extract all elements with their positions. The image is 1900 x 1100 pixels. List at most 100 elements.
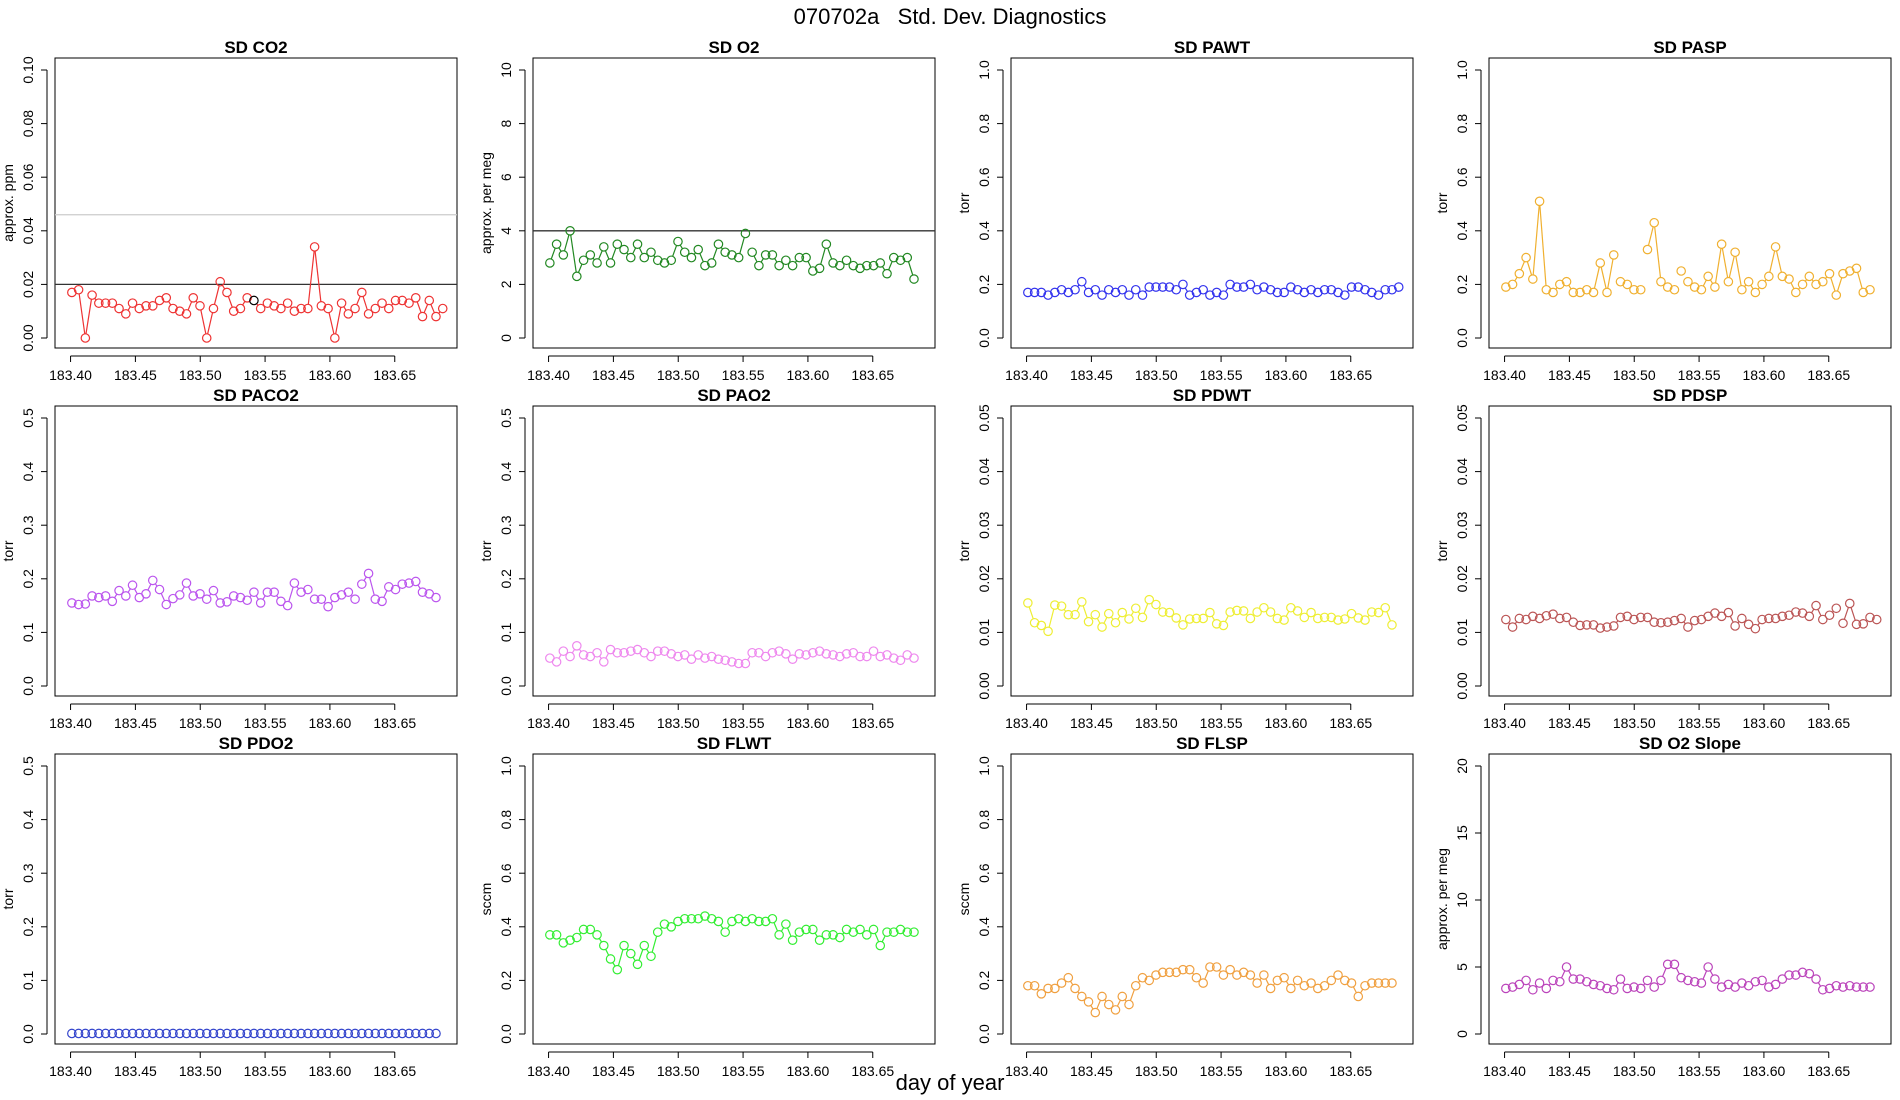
data-point xyxy=(1696,978,1707,988)
data-point xyxy=(127,1028,138,1039)
data-point xyxy=(121,591,131,601)
data-point xyxy=(1777,611,1788,622)
data-point xyxy=(107,596,118,607)
panel-sd-co2: SD CO2 approx. ppm 0.00 0.02 0.04 0.06 0.08 0.1… xyxy=(0,38,458,383)
data-point xyxy=(909,274,919,284)
x-tick-label: 183.60 xyxy=(1265,367,1308,383)
data-point xyxy=(902,252,913,263)
series-segment xyxy=(1265,978,1270,985)
data-point xyxy=(1184,290,1195,300)
series-segment xyxy=(242,301,246,306)
data-point xyxy=(888,252,899,263)
data-point xyxy=(87,290,97,300)
y-tick-label: 0.2 xyxy=(20,569,36,589)
data-point xyxy=(336,1028,347,1039)
data-point xyxy=(1844,980,1855,991)
series-segment xyxy=(1090,1005,1094,1010)
data-point xyxy=(909,927,919,937)
data-point xyxy=(1272,975,1283,986)
data-point xyxy=(1608,250,1619,260)
y-tick-label: 0.03 xyxy=(1454,511,1470,538)
y-axis-label: torr xyxy=(0,888,16,909)
series-segment xyxy=(1735,256,1742,286)
data-point xyxy=(1723,276,1734,287)
x-tick-label: 183.40 xyxy=(49,1063,92,1079)
data-point xyxy=(1144,975,1155,986)
x-tick-label: 183.65 xyxy=(851,1063,894,1079)
data-point xyxy=(787,935,798,945)
data-point xyxy=(1622,279,1633,290)
data-point xyxy=(410,1028,421,1039)
data-point xyxy=(168,303,178,314)
data-point xyxy=(94,298,104,308)
series-segment xyxy=(227,296,233,308)
panel-title: SD FLWT xyxy=(697,734,772,753)
panel-sd-pdsp: SD PDSP torr 0.00 0.01 0.02 0.03 0.04 0.05 183.4… xyxy=(1434,386,1892,731)
data-point xyxy=(370,594,381,604)
data-point xyxy=(174,1028,185,1039)
data-point xyxy=(599,242,609,252)
y-tick-label: 0.4 xyxy=(976,221,992,241)
data-point xyxy=(1548,287,1558,298)
data-point xyxy=(424,1028,435,1039)
data-point xyxy=(1070,609,1080,620)
data-point xyxy=(1171,967,1182,978)
data-point xyxy=(895,924,906,935)
data-point xyxy=(868,646,879,656)
data-point xyxy=(316,1028,327,1039)
data-point xyxy=(625,252,636,263)
data-point xyxy=(774,930,784,940)
data-point xyxy=(733,658,744,669)
data-point xyxy=(1137,290,1148,300)
data-point xyxy=(1232,970,1242,980)
data-point xyxy=(121,1028,131,1039)
panel-title: SD FLSP xyxy=(1176,734,1248,753)
data-point xyxy=(781,649,791,659)
y-tick-label: 0.4 xyxy=(976,917,992,937)
y-tick-label: 0.3 xyxy=(20,863,36,883)
data-point xyxy=(693,244,704,255)
data-point xyxy=(1514,613,1525,624)
data-point xyxy=(1831,290,1842,300)
data-point xyxy=(1534,978,1545,988)
data-point xyxy=(801,252,811,263)
data-point xyxy=(127,298,138,308)
x-tick-label: 183.65 xyxy=(851,715,894,731)
x-tick-label: 183.50 xyxy=(657,1063,700,1079)
data-point xyxy=(276,596,286,607)
data-point xyxy=(1326,284,1337,295)
data-point xyxy=(1164,282,1175,292)
data-point xyxy=(754,916,764,927)
plot-frame xyxy=(532,405,936,697)
y-tick-label: 4 xyxy=(498,227,514,235)
data-point xyxy=(1050,600,1060,610)
data-point xyxy=(228,591,239,601)
data-point xyxy=(740,658,751,669)
data-point xyxy=(1851,619,1862,630)
x-tick-label: 183.40 xyxy=(527,715,570,731)
data-point xyxy=(1124,614,1134,624)
data-point xyxy=(1077,276,1087,287)
series-segment xyxy=(314,250,322,302)
data-point xyxy=(835,932,845,943)
data-point xyxy=(1791,970,1801,980)
series-segment xyxy=(1096,1000,1101,1009)
y-tick-label: 6 xyxy=(498,173,514,181)
data-point xyxy=(114,1028,124,1039)
data-point xyxy=(1292,975,1303,986)
data-point xyxy=(154,584,165,595)
data-point xyxy=(1252,978,1262,988)
x-tick-label: 183.60 xyxy=(787,715,830,731)
x-tick-label: 183.40 xyxy=(527,367,570,383)
data-point xyxy=(1164,607,1175,618)
data-point xyxy=(801,650,811,660)
panel-sd-o2-slope: SD O2 Slope approx. per meg 0 5 10 15 20 183.40… xyxy=(1434,734,1892,1079)
y-tick-label: 0.02 xyxy=(20,271,36,298)
data-point xyxy=(215,598,226,608)
series-segment xyxy=(147,583,152,591)
data-point xyxy=(1265,284,1276,295)
x-tick-label: 183.40 xyxy=(1483,367,1526,383)
series-segment xyxy=(1130,611,1135,616)
data-point xyxy=(1750,287,1761,298)
x-tick-label: 183.50 xyxy=(1135,367,1178,383)
